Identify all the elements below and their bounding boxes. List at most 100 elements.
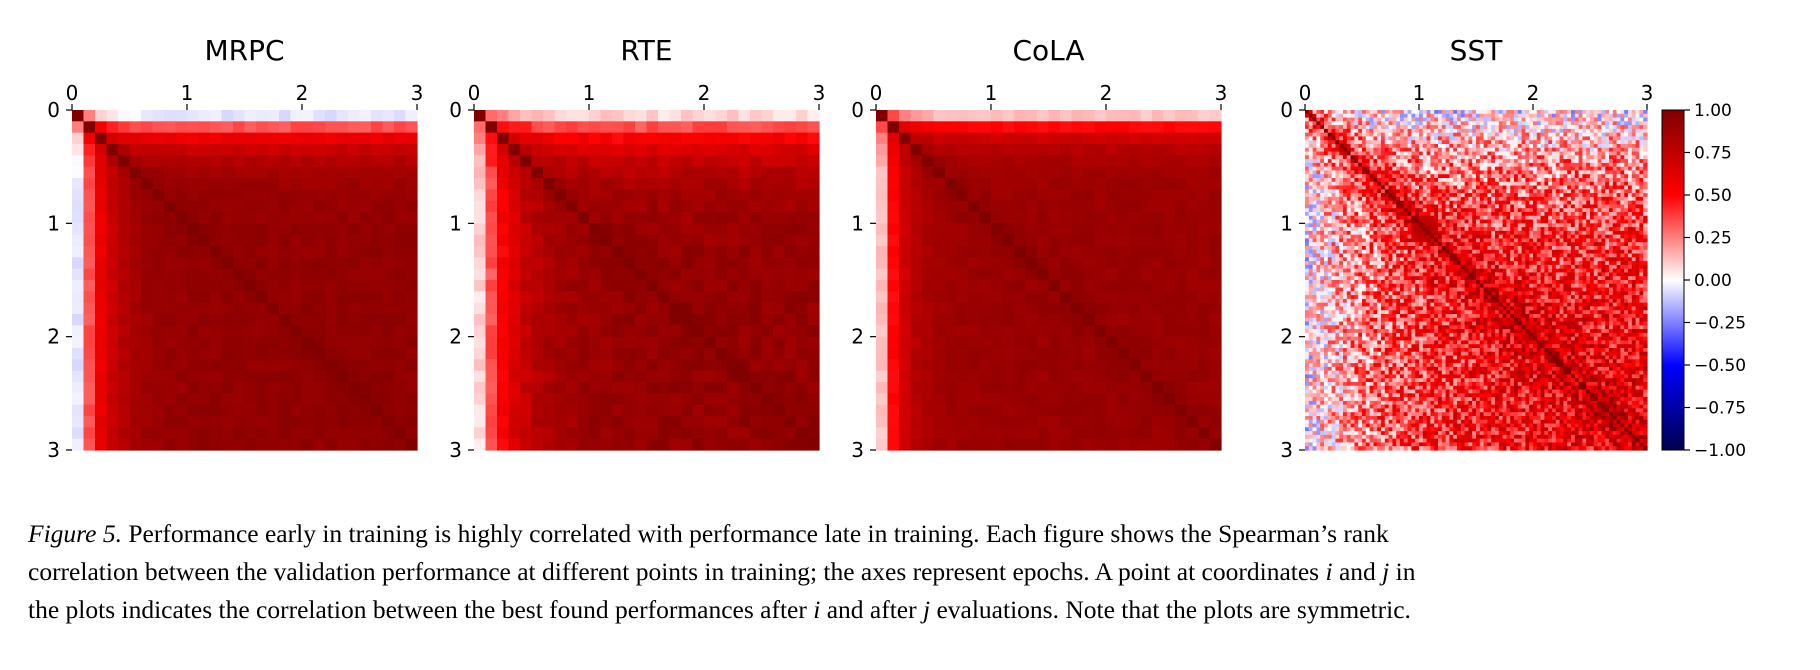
- heatmap-cell: [1354, 151, 1359, 156]
- heatmap-cell: [1354, 128, 1359, 134]
- heatmap-cell: [1605, 193, 1610, 198]
- heatmap-cell: [1025, 212, 1038, 224]
- heatmap-cell: [1312, 162, 1317, 168]
- heatmap-cell: [922, 393, 935, 406]
- heatmap-cell: [1071, 200, 1084, 213]
- heatmap-cell: [1563, 181, 1568, 187]
- heatmap-cell: [1106, 110, 1119, 122]
- heatmap-cell: [1331, 147, 1336, 153]
- heatmap-cell: [1365, 185, 1371, 190]
- heatmap-cell: [1510, 189, 1515, 194]
- heatmap-cell: [1163, 121, 1176, 134]
- heatmap-cell: [1308, 155, 1314, 160]
- heatmap-cell: [1373, 189, 1378, 194]
- heatmap-cell: [233, 302, 246, 315]
- heatmap-cell: [520, 416, 533, 428]
- heatmap-cell: [290, 325, 303, 338]
- heatmap-cell: [646, 200, 659, 213]
- heatmap-cell: [1117, 382, 1130, 394]
- heatmap-cell: [899, 325, 912, 338]
- heatmap-cell: [325, 393, 338, 406]
- heatmap-cell: [876, 404, 889, 417]
- heatmap-cell: [1305, 132, 1310, 138]
- heatmap-cell: [1346, 170, 1352, 175]
- heatmap-cell: [738, 178, 751, 190]
- heatmap-cell: [956, 302, 969, 315]
- heatmap-cell: [1392, 128, 1397, 134]
- panel-title: MRPC: [204, 34, 284, 67]
- heatmap-cell: [612, 121, 625, 134]
- heatmap-cell: [784, 121, 797, 134]
- heatmap-cell: [750, 404, 763, 417]
- heatmap-cell: [887, 348, 900, 360]
- heatmap-cell: [497, 427, 510, 440]
- heatmap-cell: [1571, 132, 1576, 138]
- heatmap-cell: [474, 189, 487, 202]
- heatmap-cell: [1335, 174, 1340, 179]
- heatmap-cell: [750, 268, 763, 281]
- heatmap-cell: [681, 370, 694, 383]
- heatmap-cell: [1392, 147, 1397, 153]
- heatmap-cell: [1419, 189, 1424, 194]
- heatmap-cell: [1060, 325, 1073, 338]
- heatmap-cell: [1449, 196, 1454, 202]
- heatmap-cell: [1358, 166, 1363, 172]
- heatmap-cell: [1483, 200, 1488, 206]
- heatmap-cell: [1620, 174, 1625, 179]
- heatmap-cell: [1464, 125, 1469, 130]
- heatmap-cell: [359, 110, 372, 122]
- heatmap-cell: [1624, 136, 1629, 141]
- heatmap-cell: [612, 223, 625, 236]
- heatmap-cell: [1529, 178, 1534, 183]
- heatmap-cell: [1308, 185, 1314, 190]
- heatmap-cell: [1343, 174, 1348, 179]
- heatmap-cell: [497, 314, 510, 326]
- heatmap-cell: [784, 416, 797, 428]
- heatmap-cell: [1140, 223, 1153, 236]
- heatmap-cell: [1362, 144, 1367, 149]
- heatmap-cell: [1060, 370, 1073, 383]
- heatmap-cell: [623, 246, 636, 258]
- heatmap-cell: [1392, 140, 1397, 145]
- heatmap-cell: [485, 382, 498, 394]
- heatmap-cell: [290, 268, 303, 281]
- heatmap-cell: [1521, 110, 1526, 115]
- heatmap-cell: [1434, 185, 1439, 190]
- heatmap-cell: [1327, 181, 1333, 187]
- heatmap-cell: [1590, 196, 1595, 202]
- heatmap-cell: [1140, 121, 1153, 134]
- heatmap-cell: [807, 291, 820, 304]
- heatmap-cell: [566, 234, 579, 247]
- heatmap-cell: [187, 234, 200, 247]
- heatmap-cell: [508, 348, 521, 360]
- heatmap-cell: [1506, 170, 1511, 175]
- heatmap-cell: [738, 110, 751, 122]
- heatmap-cell: [382, 155, 395, 168]
- heatmap-cell: [1620, 159, 1625, 164]
- heatmap-cell: [1094, 348, 1107, 360]
- heatmap-cell: [1605, 113, 1610, 119]
- heatmap-cell: [1002, 302, 1015, 315]
- heatmap-cell: [1544, 162, 1549, 168]
- heatmap-cell: [1403, 185, 1409, 190]
- heatmap-cell: [485, 370, 498, 383]
- heatmap-cell: [1631, 189, 1637, 194]
- heatmap-cell: [658, 200, 671, 213]
- heatmap-cell: [1517, 121, 1523, 126]
- heatmap-cell: [623, 359, 636, 372]
- heatmap-cell: [1209, 121, 1222, 134]
- heatmap-cell: [1048, 268, 1061, 281]
- heatmap-cell: [956, 291, 969, 304]
- heatmap-cell: [1320, 113, 1325, 119]
- heatmap-cell: [1555, 121, 1561, 126]
- heatmap-cell: [1377, 185, 1382, 190]
- heatmap-cell: [1441, 185, 1447, 190]
- heatmap-cell: [198, 348, 211, 360]
- heatmap-cell: [1597, 155, 1602, 160]
- heatmap-cell: [922, 257, 935, 270]
- heatmap-cell: [543, 212, 556, 224]
- heatmap-cell: [1472, 128, 1477, 134]
- heatmap-cell: [1002, 268, 1015, 281]
- heatmap-cell: [1396, 155, 1401, 160]
- heatmap-cell: [405, 223, 418, 236]
